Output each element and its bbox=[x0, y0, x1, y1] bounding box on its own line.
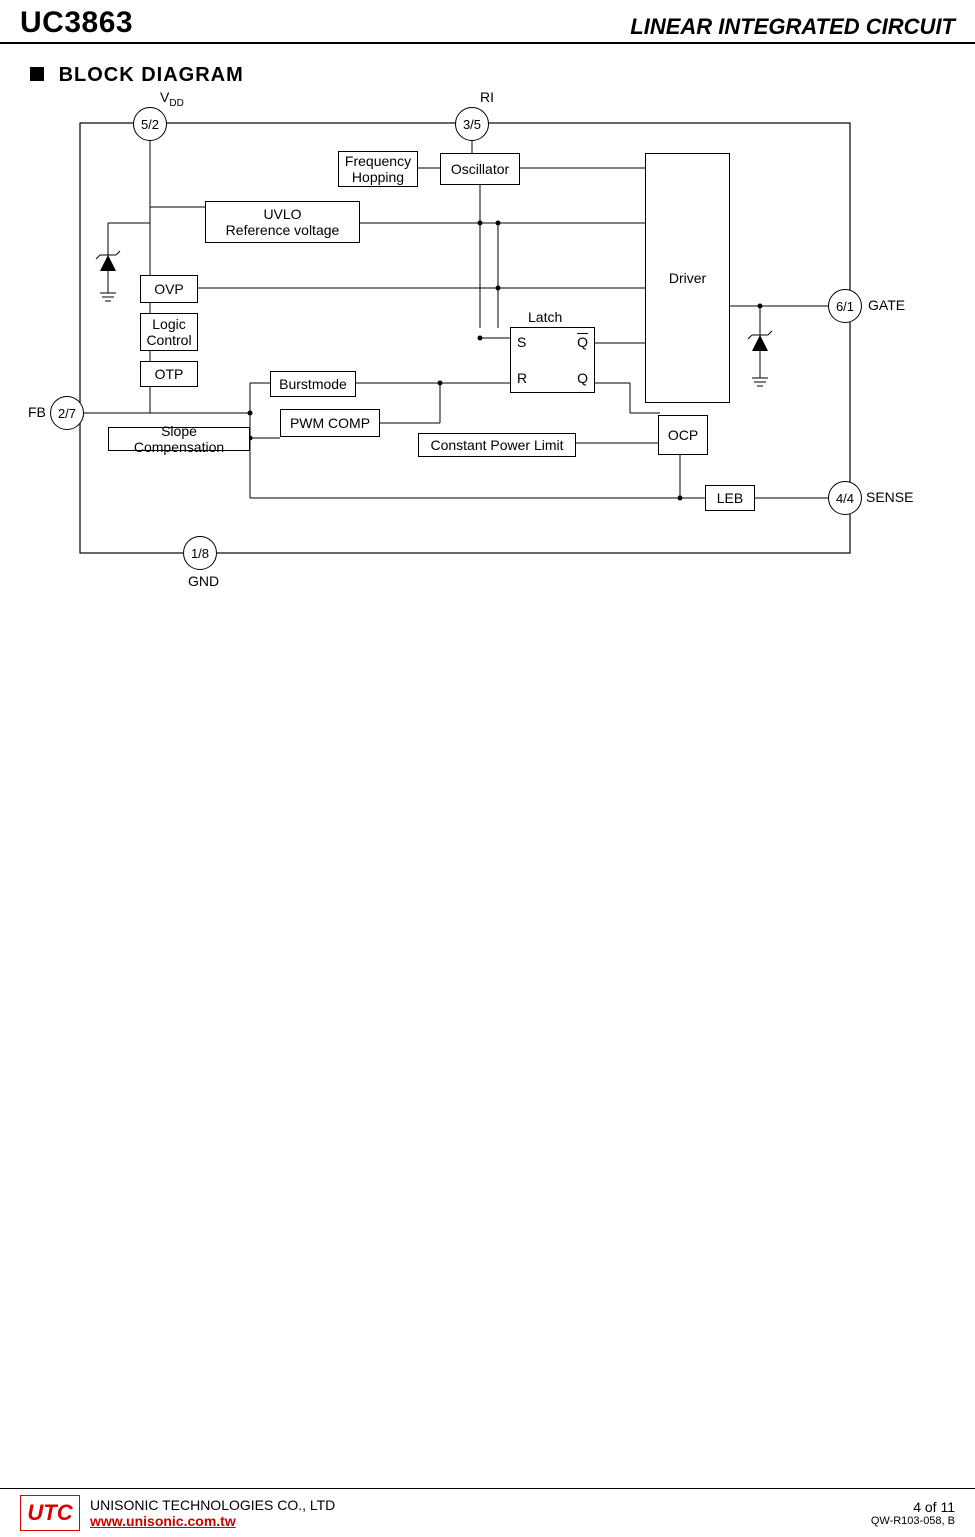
block-diagram: 5/2 VDD 3/5 RI 6/1 GATE 4/4 SENSE 2/7 FB… bbox=[40, 93, 910, 593]
company-url: www.unisonic.com.tw bbox=[90, 1513, 871, 1529]
block-pwm-comp: PWM COMP bbox=[280, 409, 380, 437]
block-burstmode: Burstmode bbox=[270, 371, 356, 397]
doc-code: QW-R103-058, B bbox=[871, 1515, 955, 1527]
pin-gnd-label: GND bbox=[188, 573, 219, 589]
part-number: UC3863 bbox=[20, 6, 133, 40]
pin-ri: 3/5 bbox=[455, 107, 489, 141]
square-bullet-icon bbox=[30, 67, 44, 81]
pin-gnd-num: 1/8 bbox=[191, 546, 209, 561]
block-leb: LEB bbox=[705, 485, 755, 511]
latch-s: S bbox=[517, 334, 526, 350]
pin-ri-num: 3/5 bbox=[463, 117, 481, 132]
pin-ri-label: RI bbox=[480, 89, 494, 105]
utc-logo: UTC bbox=[20, 1495, 80, 1531]
pin-sense-num: 4/4 bbox=[836, 491, 854, 506]
latch-q: Q bbox=[577, 370, 588, 386]
block-slope-compensation: Slope Compensation bbox=[108, 427, 250, 451]
pin-vdd-label: VDD bbox=[160, 89, 184, 109]
footer-right: 4 of 11 QW-R103-058, B bbox=[871, 1499, 955, 1527]
block-latch: S R Q Q bbox=[510, 327, 595, 393]
page-number: 4 of 11 bbox=[871, 1499, 955, 1515]
pin-fb-num: 2/7 bbox=[58, 406, 76, 421]
pin-sense: 4/4 bbox=[828, 481, 862, 515]
pin-vdd: 5/2 bbox=[133, 107, 167, 141]
block-oscillator: Oscillator bbox=[440, 153, 520, 185]
footer-text: UNISONIC TECHNOLOGIES CO., LTD www.uniso… bbox=[90, 1495, 871, 1531]
pin-gate-label: GATE bbox=[868, 297, 905, 313]
latch-title: Latch bbox=[528, 309, 562, 325]
pin-sense-label: SENSE bbox=[866, 489, 913, 505]
pin-gate-num: 6/1 bbox=[836, 299, 854, 314]
block-logic-control: Logic Control bbox=[140, 313, 198, 351]
latch-qbar: Q bbox=[577, 334, 588, 350]
block-uvlo: UVLO Reference voltage bbox=[205, 201, 360, 243]
block-ovp: OVP bbox=[140, 275, 198, 303]
pin-fb: 2/7 bbox=[50, 396, 84, 430]
section-title: BLOCK DIAGRAM bbox=[0, 44, 975, 93]
page-header: UC3863 LINEAR INTEGRATED CIRCUIT bbox=[0, 0, 975, 44]
pin-vdd-num: 5/2 bbox=[141, 117, 159, 132]
page-footer: UTC UNISONIC TECHNOLOGIES CO., LTD www.u… bbox=[0, 1488, 975, 1537]
pin-gate: 6/1 bbox=[828, 289, 862, 323]
pin-gnd: 1/8 bbox=[183, 536, 217, 570]
block-otp: OTP bbox=[140, 361, 198, 387]
section-title-text: BLOCK DIAGRAM bbox=[59, 64, 244, 86]
block-driver: Driver bbox=[645, 153, 730, 403]
pin-fb-label: FB bbox=[28, 404, 46, 420]
block-ocp: OCP bbox=[658, 415, 708, 455]
block-constant-power-limit: Constant Power Limit bbox=[418, 433, 576, 457]
latch-r: R bbox=[517, 370, 527, 386]
company-name: UNISONIC TECHNOLOGIES CO., LTD bbox=[90, 1497, 871, 1513]
header-title: LINEAR INTEGRATED CIRCUIT bbox=[630, 14, 955, 40]
block-frequency-hopping: Frequency Hopping bbox=[338, 151, 418, 187]
